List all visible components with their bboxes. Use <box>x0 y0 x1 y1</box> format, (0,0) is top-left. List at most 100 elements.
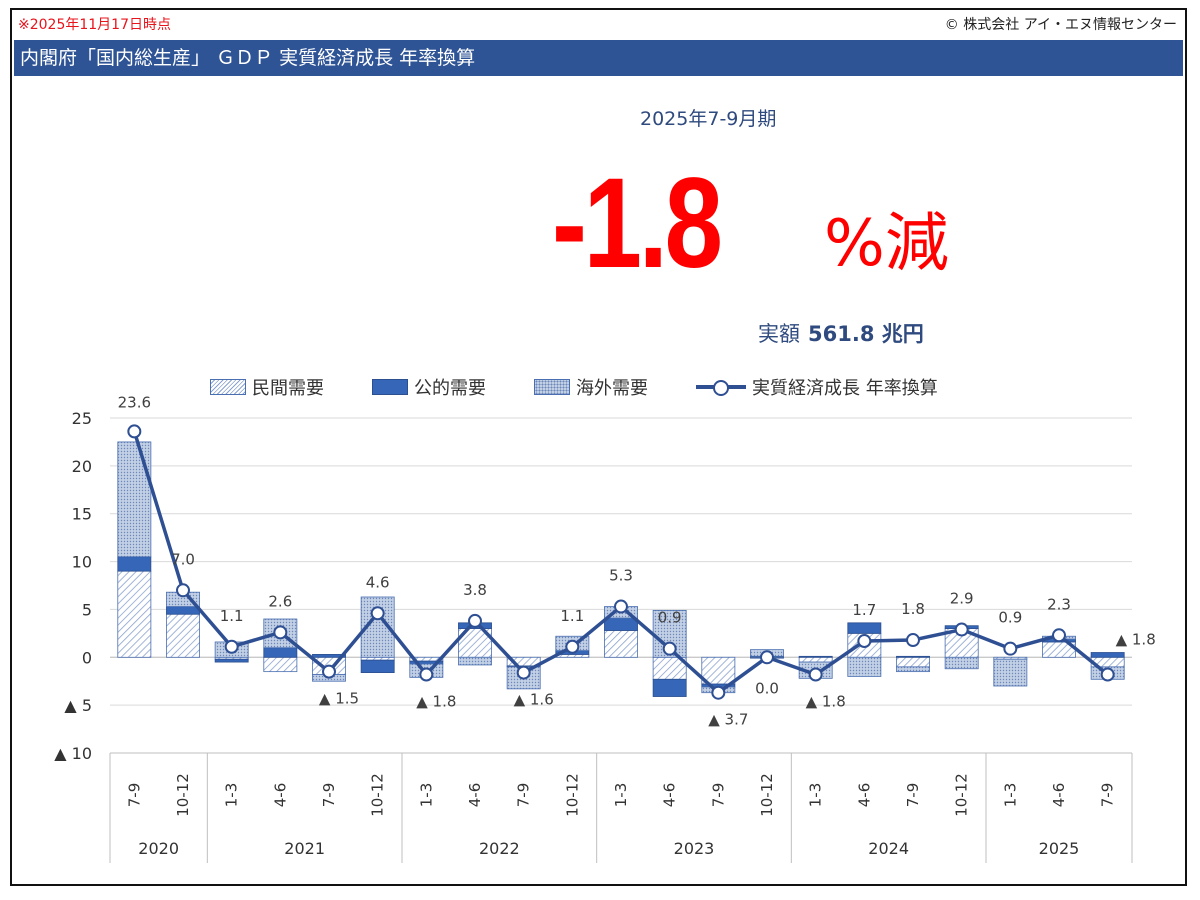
data-label: 5.3 <box>609 567 633 585</box>
x-tick-label: 10-12 <box>369 773 387 817</box>
y-tick-label: ▲ 10 <box>54 744 92 763</box>
growth-point <box>516 665 531 680</box>
growth-point <box>760 650 774 665</box>
bar-public-demand <box>166 606 200 615</box>
growth-point <box>127 424 142 439</box>
x-tick-label: 4-6 <box>855 783 873 808</box>
legend-label-public: 公的需要 <box>414 378 486 399</box>
data-label: 0.0 <box>755 679 779 697</box>
bar-public-demand <box>360 659 395 674</box>
actual-amount: 実額 561.8 兆円 <box>758 318 924 348</box>
year-label: 2020 <box>138 839 179 858</box>
data-label: 2.3 <box>1047 595 1071 613</box>
y-tick-label: 0 <box>82 648 92 667</box>
year-label: 2024 <box>868 839 909 858</box>
x-tick-label: 10-12 <box>563 773 581 817</box>
year-label: 2023 <box>674 839 715 858</box>
y-tick-label: 15 <box>72 505 92 524</box>
x-tick-label: 1-3 <box>417 783 435 808</box>
data-label: 3.8 <box>463 581 487 599</box>
bar-public-demand <box>1090 652 1125 658</box>
gridlines <box>110 417 1132 754</box>
x-tick-label: 7-9 <box>709 783 727 808</box>
data-label: ▲ 1.5 <box>319 690 359 708</box>
data-label: 1.8 <box>901 600 925 618</box>
data-label: ▲ 1.8 <box>806 693 846 711</box>
bar-public-demand <box>652 678 687 697</box>
bar-private-demand <box>263 656 298 673</box>
data-label: ▲ 1.8 <box>1116 631 1156 649</box>
bar-foreign-demand <box>847 656 882 677</box>
x-tick-label: 4-6 <box>661 783 679 808</box>
bar-foreign-demand <box>993 658 1028 687</box>
growth-point <box>614 599 628 614</box>
data-label: ▲ 3.7 <box>708 711 748 729</box>
growth-point <box>906 633 920 648</box>
x-tick-label: 1-3 <box>1001 783 1019 808</box>
copyright-text: © 株式会社 アイ・エヌ情報センター <box>944 17 1177 33</box>
bar-private-demand <box>896 656 930 668</box>
growth-point <box>808 667 823 682</box>
data-label: ▲ 1.6 <box>514 691 554 709</box>
x-tick-label: 4-6 <box>466 783 484 808</box>
growth-point <box>565 639 580 654</box>
y-tick-label: 20 <box>72 457 92 476</box>
bar-private-demand <box>166 613 200 658</box>
legend-label-private: 民間需要 <box>252 378 324 399</box>
data-label: 2.9 <box>950 590 974 608</box>
title-bar: 内閣府「国内総生産」 ＧＤＰ 実質経済成長 年率換算 <box>14 40 1183 76</box>
growth-point <box>857 634 872 649</box>
bar-private-demand <box>798 656 833 663</box>
x-tick-label: 4-6 <box>271 783 289 808</box>
x-tick-label: 7-9 <box>320 783 338 808</box>
data-label: 1.1 <box>220 607 244 625</box>
data-label: 1.1 <box>560 607 584 625</box>
y-tick-label: 25 <box>72 409 92 428</box>
x-tick-label: 7-9 <box>515 783 533 808</box>
growth-point <box>176 583 190 598</box>
chart-legend: 民間需要 公的需要 海外需要 実質経済成長 年率換算 <box>210 372 938 402</box>
actual-label: 実額 <box>758 322 800 346</box>
data-label: 23.6 <box>118 393 151 411</box>
x-tick-label: 7-9 <box>904 783 922 808</box>
growth-point <box>322 664 336 679</box>
y-tick-label: 5 <box>82 600 92 619</box>
as-of-note: ※2025年11月17日時点 <box>18 17 171 33</box>
x-tick-label: 1-3 <box>223 783 241 808</box>
growth-point <box>1003 641 1018 656</box>
headline-period: 2025年7-9月期 <box>640 108 777 130</box>
x-tick-label: 4-6 <box>1050 783 1068 808</box>
actual-value: 561.8 兆円 <box>808 322 924 346</box>
bar-foreign-demand <box>117 441 152 558</box>
data-label: 7.0 <box>171 550 195 568</box>
chart-frame: ※2025年11月17日時点 © 株式会社 アイ・エヌ情報センター 内閣府「国内… <box>10 8 1187 886</box>
growth-point <box>468 613 482 628</box>
data-label: 0.9 <box>658 609 682 627</box>
headline-value: -1.8 <box>552 152 723 295</box>
year-label: 2025 <box>1039 839 1080 858</box>
y-tick-label: ▲ 5 <box>64 696 92 715</box>
bar-private-demand <box>701 656 736 685</box>
x-tick-label: 7-9 <box>125 783 143 808</box>
x-tick-label: 1-3 <box>807 783 825 808</box>
legend-swatch-private <box>210 379 246 395</box>
bar-foreign-demand <box>896 666 930 673</box>
legend-item-private: 民間需要 <box>210 374 324 400</box>
bar-public-demand <box>798 655 833 658</box>
bar-foreign-demand <box>944 656 979 670</box>
bar-public-demand <box>214 658 249 663</box>
legend-item-public: 公的需要 <box>372 374 486 400</box>
x-tick-label: 1-3 <box>612 783 630 808</box>
data-label: 0.9 <box>998 609 1022 627</box>
growth-point <box>273 625 288 640</box>
data-labels: 23.6 7.0 1.1 2.6 ▲ 1.5 4.6 ▲ 1.8 3.8 ▲ 1.6 1.1 5.3… <box>118 393 1156 728</box>
bar-public-demand <box>117 556 152 572</box>
growth-point <box>370 606 385 621</box>
legend-swatch-foreign <box>534 379 570 395</box>
growth-point <box>954 622 969 637</box>
bar-private-demand <box>604 630 638 658</box>
legend-item-growth: 実質経済成長 年率換算 <box>696 374 938 400</box>
x-tick-label: 7-9 <box>1099 783 1117 808</box>
x-tick-label: 10-12 <box>174 773 192 817</box>
